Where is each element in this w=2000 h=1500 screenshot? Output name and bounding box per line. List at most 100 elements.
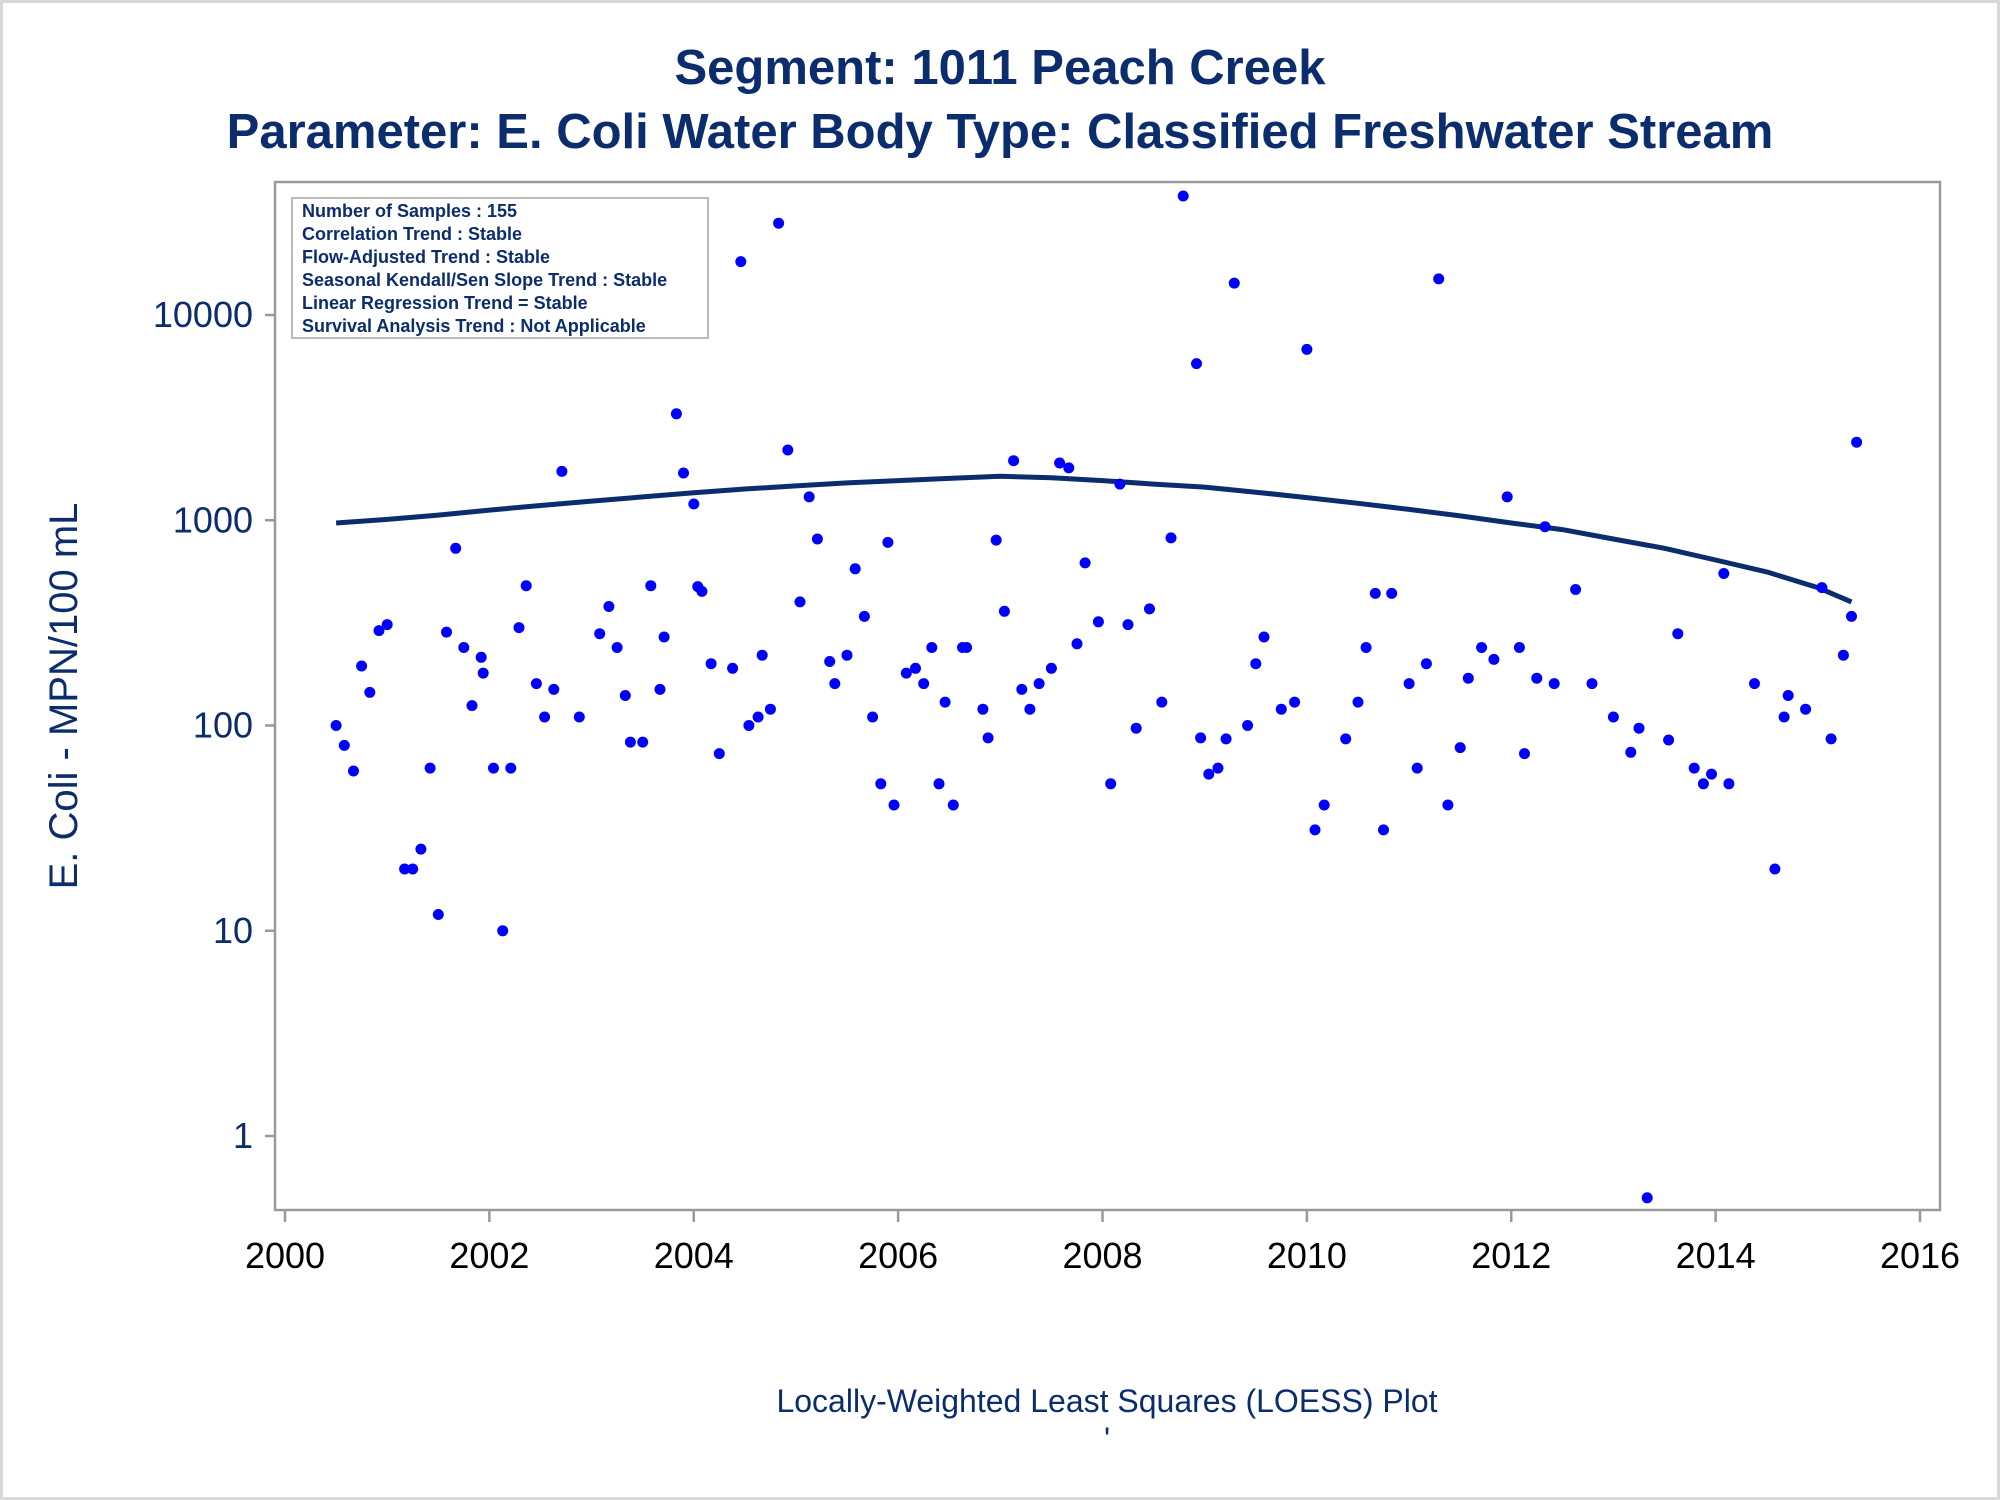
loess-curve bbox=[335, 473, 1853, 605]
y-axis-ticks: 1 10 100 1000 10000 bbox=[153, 294, 275, 1156]
data-point bbox=[933, 778, 945, 790]
data-point bbox=[1769, 863, 1781, 875]
x-tick-label: 2002 bbox=[449, 1235, 529, 1276]
data-point bbox=[1309, 824, 1321, 836]
data-point bbox=[1851, 436, 1863, 448]
data-point bbox=[458, 642, 470, 653]
data-point bbox=[1454, 742, 1466, 754]
data-point bbox=[441, 626, 452, 638]
data-point bbox=[705, 658, 717, 670]
data-point bbox=[1275, 703, 1287, 715]
data-point bbox=[475, 651, 487, 663]
data-point bbox=[875, 778, 887, 790]
data-point bbox=[735, 256, 747, 268]
data-point bbox=[696, 585, 708, 597]
data-point bbox=[1191, 358, 1202, 370]
data-point bbox=[1782, 690, 1794, 701]
data-point bbox=[356, 660, 368, 672]
data-point bbox=[1318, 799, 1330, 811]
data-point bbox=[1079, 557, 1091, 569]
data-point bbox=[1369, 587, 1381, 599]
x-tick-label: 2000 bbox=[245, 1235, 325, 1276]
stats-line: Correlation Trend : Stable bbox=[302, 224, 522, 244]
data-point bbox=[1289, 696, 1301, 708]
y-tick-label: 10 bbox=[213, 910, 253, 951]
data-point bbox=[1144, 603, 1155, 615]
data-point bbox=[1633, 722, 1645, 734]
data-point bbox=[811, 533, 823, 545]
stats-box-border bbox=[291, 197, 709, 339]
data-point bbox=[888, 799, 900, 811]
stats-line: Linear Regression Trend = Stable bbox=[302, 293, 588, 313]
y-tick-label: 100 bbox=[193, 705, 253, 746]
data-point bbox=[432, 909, 444, 920]
data-point bbox=[1105, 778, 1117, 790]
y-tick-label: 1 bbox=[233, 1115, 253, 1156]
x-axis-ticks: 2000 2002 2004 2006 2008 2010 2012 2014 2016 bbox=[245, 1210, 1960, 1276]
data-point bbox=[637, 736, 649, 748]
data-point bbox=[348, 765, 359, 777]
data-point bbox=[381, 619, 393, 631]
data-point bbox=[530, 678, 542, 690]
data-point bbox=[450, 542, 462, 554]
plot-area bbox=[273, 180, 1942, 1212]
data-point bbox=[1625, 746, 1637, 758]
data-point bbox=[1672, 628, 1684, 640]
stats-line: Flow-Adjusted Trend : Stable bbox=[302, 247, 550, 267]
data-point bbox=[1462, 672, 1474, 684]
data-point bbox=[1420, 658, 1432, 670]
data-point bbox=[882, 536, 894, 548]
data-point bbox=[1607, 711, 1619, 723]
data-point bbox=[424, 762, 436, 774]
data-point bbox=[990, 534, 1002, 546]
data-point bbox=[373, 625, 385, 637]
data-point bbox=[654, 683, 666, 695]
data-point bbox=[1688, 762, 1700, 774]
data-point bbox=[619, 690, 631, 701]
data-point bbox=[1723, 778, 1735, 790]
data-point bbox=[1519, 748, 1530, 760]
data-point bbox=[1697, 778, 1709, 790]
data-point bbox=[1846, 610, 1857, 622]
data-point bbox=[611, 642, 623, 653]
data-point bbox=[947, 799, 959, 811]
data-point bbox=[1024, 703, 1036, 715]
data-point bbox=[1228, 277, 1240, 289]
x-tick-label: 2012 bbox=[1471, 1235, 1551, 1276]
data-point bbox=[1386, 587, 1398, 599]
data-point bbox=[829, 678, 841, 690]
x-tick-label: 2008 bbox=[1062, 1235, 1142, 1276]
data-point bbox=[624, 736, 636, 748]
data-point bbox=[539, 711, 551, 723]
data-point bbox=[1054, 457, 1066, 469]
data-point bbox=[670, 408, 682, 420]
data-point bbox=[497, 925, 509, 937]
data-point bbox=[867, 711, 879, 723]
data-point bbox=[1800, 703, 1812, 715]
data-point bbox=[594, 628, 606, 640]
stats-line: Number of Samples : 155 bbox=[302, 201, 517, 221]
data-point bbox=[727, 662, 739, 674]
data-point bbox=[1706, 768, 1717, 780]
x-tick-label: 2014 bbox=[1676, 1235, 1756, 1276]
data-point bbox=[466, 700, 478, 712]
data-point bbox=[488, 762, 499, 774]
data-point bbox=[1195, 732, 1207, 744]
data-point bbox=[688, 498, 700, 510]
data-point bbox=[926, 642, 938, 653]
data-point bbox=[743, 720, 755, 731]
data-point bbox=[1433, 273, 1445, 285]
data-point bbox=[573, 711, 585, 723]
data-point bbox=[1411, 762, 1423, 774]
data-point bbox=[1548, 678, 1560, 690]
data-point bbox=[713, 748, 725, 760]
data-point bbox=[645, 580, 657, 592]
data-point bbox=[1476, 642, 1488, 653]
data-point bbox=[1825, 733, 1837, 745]
data-point bbox=[415, 843, 427, 855]
data-point bbox=[1488, 653, 1500, 665]
data-point bbox=[1212, 762, 1224, 774]
data-point bbox=[803, 491, 815, 503]
data-point bbox=[1242, 720, 1254, 731]
data-point bbox=[1586, 678, 1598, 690]
